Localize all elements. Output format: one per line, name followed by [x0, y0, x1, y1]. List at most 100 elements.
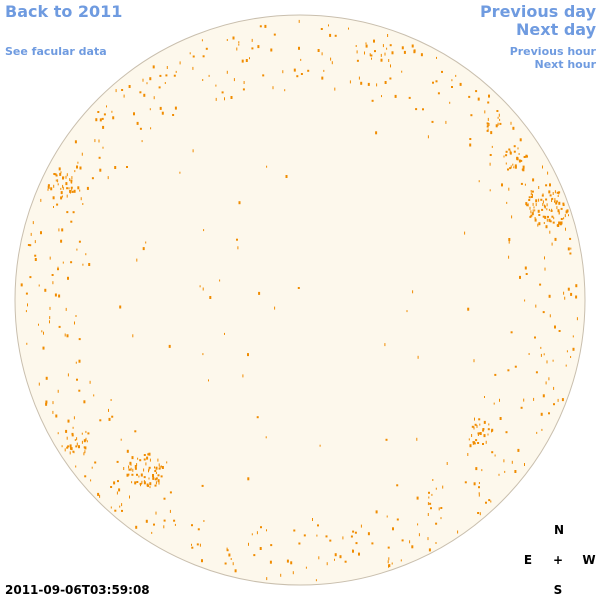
facula-mark	[154, 470, 157, 472]
facula-mark	[147, 453, 150, 456]
facula-mark	[540, 346, 542, 349]
facula-mark	[102, 125, 105, 129]
facula-mark	[373, 39, 375, 43]
facula-mark	[126, 166, 128, 168]
facula-mark	[69, 178, 71, 182]
facula-mark	[520, 406, 523, 409]
facula-mark	[103, 113, 106, 116]
facula-mark	[432, 81, 434, 84]
facula-mark	[482, 428, 485, 430]
facula-mark	[329, 539, 332, 542]
facula-mark	[469, 143, 472, 147]
facula-mark	[565, 227, 566, 231]
facula-mark	[143, 93, 146, 97]
facula-mark	[247, 477, 250, 481]
facula-mark	[422, 108, 424, 111]
facula-mark	[296, 75, 299, 78]
facula-mark	[567, 287, 570, 291]
facula-mark	[542, 165, 543, 169]
facula-mark	[284, 89, 286, 92]
facula-mark	[476, 424, 478, 428]
facula-mark	[238, 201, 241, 205]
facula-mark	[65, 175, 67, 179]
facula-mark	[266, 165, 268, 168]
facula-mark	[159, 106, 162, 110]
facula-mark	[396, 484, 399, 487]
facula-mark	[86, 186, 89, 190]
facula-mark	[427, 537, 429, 541]
facular-data-link[interactable]: See facular data	[5, 45, 107, 58]
facula-mark	[265, 436, 267, 439]
facula-mark	[520, 182, 523, 185]
facula-mark	[132, 334, 134, 338]
facula-mark	[247, 353, 249, 357]
facula-mark	[189, 52, 191, 55]
facula-mark	[97, 111, 100, 113]
facula-mark	[134, 467, 137, 470]
facula-mark	[126, 473, 129, 477]
facula-mark	[530, 196, 533, 198]
facula-mark	[570, 356, 572, 358]
facula-mark	[202, 79, 204, 81]
facula-mark	[553, 403, 555, 406]
facula-mark	[236, 47, 238, 51]
previous-hour-link[interactable]: Previous hour	[509, 45, 596, 58]
facula-mark	[107, 176, 109, 180]
facula-mark	[406, 310, 408, 313]
facula-mark	[508, 255, 510, 259]
facula-mark	[293, 529, 296, 532]
facula-mark	[513, 145, 516, 148]
facula-mark	[179, 61, 181, 65]
facula-mark	[552, 192, 554, 195]
facula-mark	[286, 559, 289, 563]
facula-mark	[97, 492, 100, 496]
previous-day-link[interactable]: Previous day	[479, 2, 596, 21]
facula-mark	[555, 200, 557, 204]
facula-mark	[446, 462, 448, 465]
facula-mark	[165, 74, 168, 77]
facula-mark	[160, 475, 163, 478]
facula-mark	[34, 254, 37, 257]
facula-mark	[412, 290, 414, 294]
next-hour-link[interactable]: Next hour	[534, 58, 597, 71]
facula-mark	[27, 303, 28, 307]
facula-mark	[173, 74, 176, 77]
facula-mark	[575, 295, 578, 299]
back-to-year-link[interactable]: Back to 2011	[5, 2, 123, 21]
facula-mark	[79, 189, 81, 192]
facula-mark	[155, 472, 157, 474]
facula-mark	[226, 70, 228, 74]
facula-mark	[544, 256, 545, 260]
facula-mark	[203, 520, 205, 522]
facula-mark	[65, 182, 68, 186]
facula-mark	[58, 294, 61, 298]
facula-mark	[503, 155, 505, 158]
facula-mark	[49, 256, 51, 260]
facula-mark	[25, 292, 28, 295]
facula-mark	[230, 96, 233, 99]
facula-mark	[546, 218, 548, 222]
facula-mark	[387, 560, 389, 564]
facula-mark	[547, 215, 549, 218]
facula-mark	[491, 430, 492, 433]
facula-mark	[358, 552, 360, 556]
facula-mark	[57, 268, 59, 271]
facula-mark	[82, 263, 84, 266]
facula-mark	[508, 240, 510, 244]
facula-mark	[116, 460, 119, 463]
facula-mark	[169, 491, 172, 494]
facula-mark	[136, 481, 139, 483]
facula-mark	[251, 47, 254, 50]
facula-mark	[226, 549, 229, 552]
next-day-link[interactable]: Next day	[516, 20, 596, 39]
facula-mark	[558, 211, 560, 215]
facula-mark	[76, 165, 78, 169]
facula-mark	[55, 179, 57, 182]
facula-mark	[132, 468, 134, 472]
facula-mark	[550, 209, 553, 212]
facula-mark	[98, 156, 101, 159]
facula-mark	[69, 451, 71, 455]
facula-mark	[61, 445, 63, 448]
facula-mark	[66, 446, 69, 449]
facula-mark	[149, 77, 152, 81]
